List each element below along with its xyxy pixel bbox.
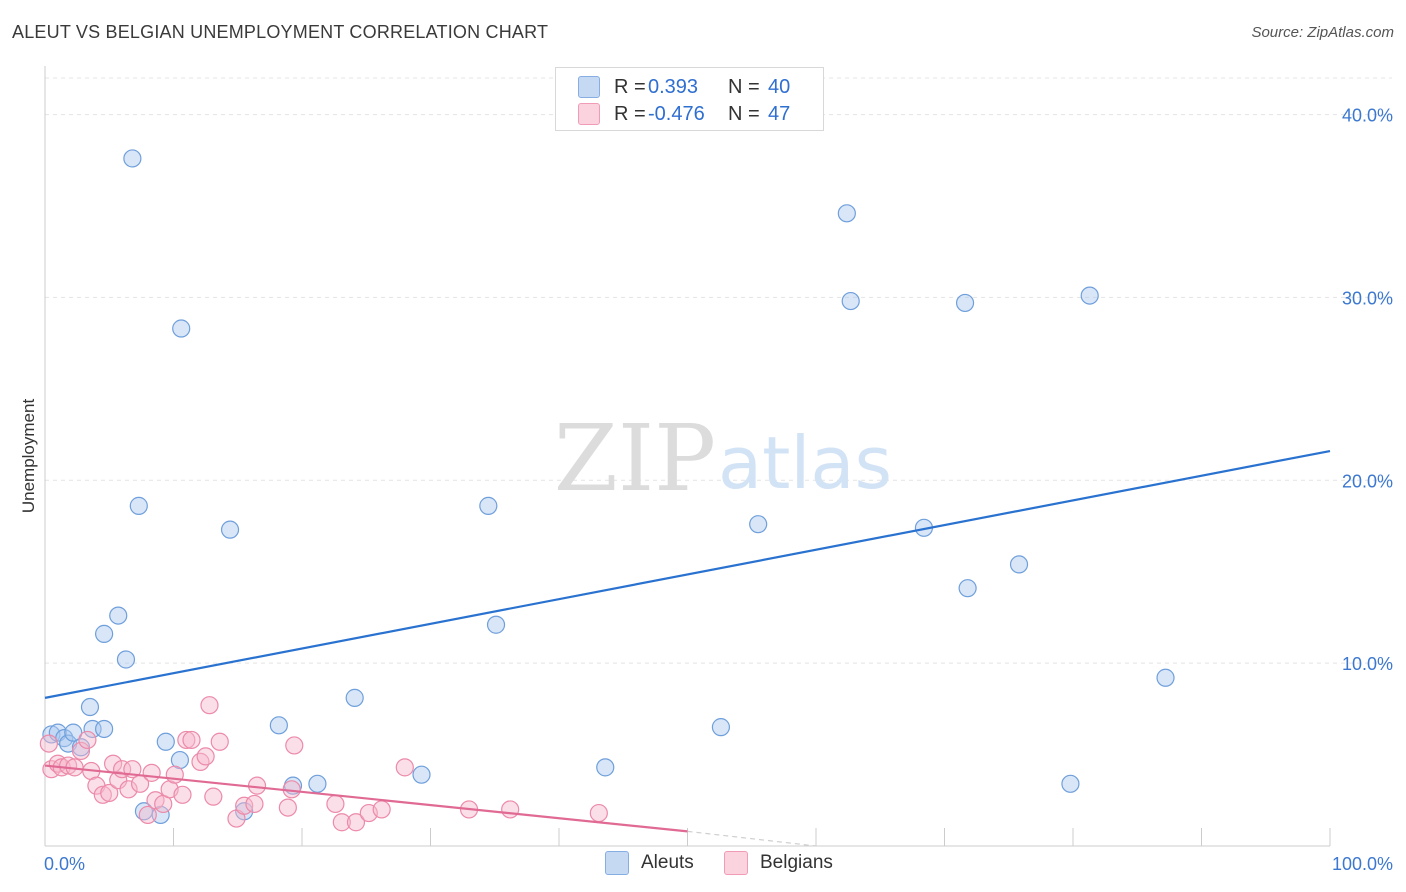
legend-row-belgians: R = -0.476 N = 47 [578, 101, 790, 127]
legend-swatch-aleuts [578, 76, 600, 98]
point-belgians [204, 787, 223, 806]
legend-n-value: 47 [768, 102, 791, 125]
point-belgians [119, 780, 138, 799]
legend-item-aleuts: Aleuts [605, 851, 694, 875]
point-belgians [191, 752, 210, 771]
legend-label-belgians: Belgians [760, 852, 833, 873]
x-tick-labels: 0.0% 100.0% [44, 854, 1393, 874]
source-label: Source: ZipAtlas.com [1251, 24, 1394, 41]
point-belgians [71, 741, 91, 761]
point-belgians [59, 756, 78, 775]
legend-item-belgians: Belgians [724, 851, 833, 875]
point-aleuts [172, 319, 191, 338]
point-aleuts [235, 802, 254, 821]
legend-label-aleuts: Aleuts [641, 852, 694, 873]
point-belgians [326, 794, 345, 814]
point-aleuts [596, 758, 615, 777]
legend-swatch-belgians [578, 103, 600, 125]
point-aleuts [1156, 668, 1175, 687]
grid-lines [45, 77, 1392, 664]
legend-n-label: N = [728, 102, 760, 125]
point-belgians [332, 813, 351, 832]
point-aleuts [308, 774, 327, 793]
point-aleuts [95, 624, 114, 643]
point-belgians [182, 730, 201, 750]
chart-title: ALEUT VS BELGIAN UNEMPLOYMENT CORRELATIO… [12, 22, 549, 42]
axes [44, 66, 1331, 847]
trend-line-aleuts [44, 449, 1331, 699]
legend-r-value: -0.476 [648, 102, 705, 125]
point-aleuts [156, 732, 175, 751]
y-tick-label: 40.0% [1342, 106, 1393, 126]
legend-swatch-aleuts [605, 851, 629, 875]
x-tick-label: 0.0% [44, 854, 85, 874]
point-aleuts [109, 606, 128, 625]
point-belgians [372, 800, 391, 819]
point-belgians [39, 734, 58, 753]
point-belgians [78, 730, 97, 750]
point-belgians [93, 785, 112, 804]
point-belgians [501, 800, 520, 819]
legend-r-value: 0.393 [648, 75, 699, 98]
watermark: ZIP atlas [554, 405, 892, 512]
y-tick-label: 20.0% [1342, 471, 1393, 491]
point-belgians [285, 736, 304, 755]
point-belgians [346, 813, 366, 832]
point-aleuts [837, 204, 856, 223]
point-belgians [200, 696, 219, 715]
legend-row-aleuts: R = 0.393 N = 40 [578, 74, 790, 100]
point-belgians [177, 730, 196, 750]
point-aleuts [479, 496, 498, 515]
point-belgians [138, 805, 157, 825]
point-aleuts [1080, 286, 1099, 305]
point-belgians [196, 747, 215, 766]
point-aleuts [958, 579, 977, 598]
correlation-legend: R = 0.393 N = 40 R = -0.476 N = 47 [555, 67, 824, 131]
x-tick-label: 100.0% [1332, 854, 1393, 874]
point-belgians [165, 765, 184, 784]
legend-swatch-belgians [724, 851, 748, 875]
point-belgians [173, 785, 192, 804]
point-aleuts [64, 723, 83, 742]
legend-r-label: R = [614, 102, 646, 125]
point-aleuts [841, 291, 860, 311]
trend-lines [44, 449, 1331, 847]
point-aleuts [129, 496, 148, 515]
point-belgians [210, 732, 229, 751]
trend-line-belgians [44, 764, 688, 833]
point-belgians [245, 794, 264, 814]
point-belgians [278, 798, 297, 817]
point-aleuts [711, 718, 731, 737]
point-belgians [100, 783, 119, 803]
y-tick-label: 10.0% [1342, 654, 1393, 674]
trend-line-belgians-extension [687, 830, 817, 847]
y-axis-label: Unemployment [19, 399, 38, 514]
point-aleuts [1009, 555, 1029, 574]
point-aleuts [955, 293, 975, 313]
point-aleuts [412, 765, 431, 784]
point-aleuts [749, 515, 768, 534]
point-belgians [589, 803, 608, 823]
point-aleuts [486, 615, 506, 634]
point-belgians [395, 758, 414, 777]
legend-n-label: N = [728, 75, 760, 98]
point-aleuts [269, 716, 288, 735]
y-tick-label: 30.0% [1342, 288, 1393, 308]
watermark-atlas: atlas [718, 421, 892, 505]
legend-r-label: R = [614, 75, 646, 98]
watermark-zip: ZIP [554, 405, 716, 512]
point-aleuts [95, 719, 114, 739]
legend-n-value: 40 [768, 75, 791, 98]
point-aleuts [345, 688, 364, 707]
y-tick-labels: 10.0% 20.0% 30.0% 40.0% [1342, 106, 1393, 675]
point-belgians [109, 771, 128, 790]
point-aleuts [123, 149, 142, 168]
point-aleuts [116, 650, 136, 669]
point-aleuts [80, 697, 100, 717]
point-aleuts [1061, 774, 1080, 793]
point-belgians [142, 763, 161, 782]
series-legend: Aleuts Belgians [0, 851, 1406, 879]
point-aleuts [220, 520, 240, 539]
